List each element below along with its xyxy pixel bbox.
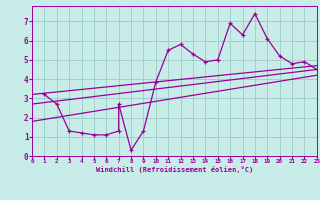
X-axis label: Windchill (Refroidissement éolien,°C): Windchill (Refroidissement éolien,°C) xyxy=(96,166,253,173)
